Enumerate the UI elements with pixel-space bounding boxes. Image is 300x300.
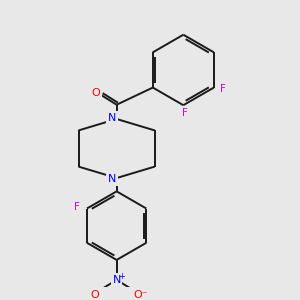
Text: O: O	[90, 290, 99, 300]
Text: F: F	[220, 85, 226, 94]
Text: O⁻: O⁻	[133, 290, 148, 300]
Text: O: O	[91, 88, 100, 98]
Text: N: N	[112, 275, 121, 285]
Text: F: F	[74, 202, 80, 212]
Text: +: +	[118, 272, 125, 280]
Text: N: N	[108, 174, 116, 184]
Text: N: N	[108, 113, 116, 123]
Text: F: F	[182, 108, 188, 118]
